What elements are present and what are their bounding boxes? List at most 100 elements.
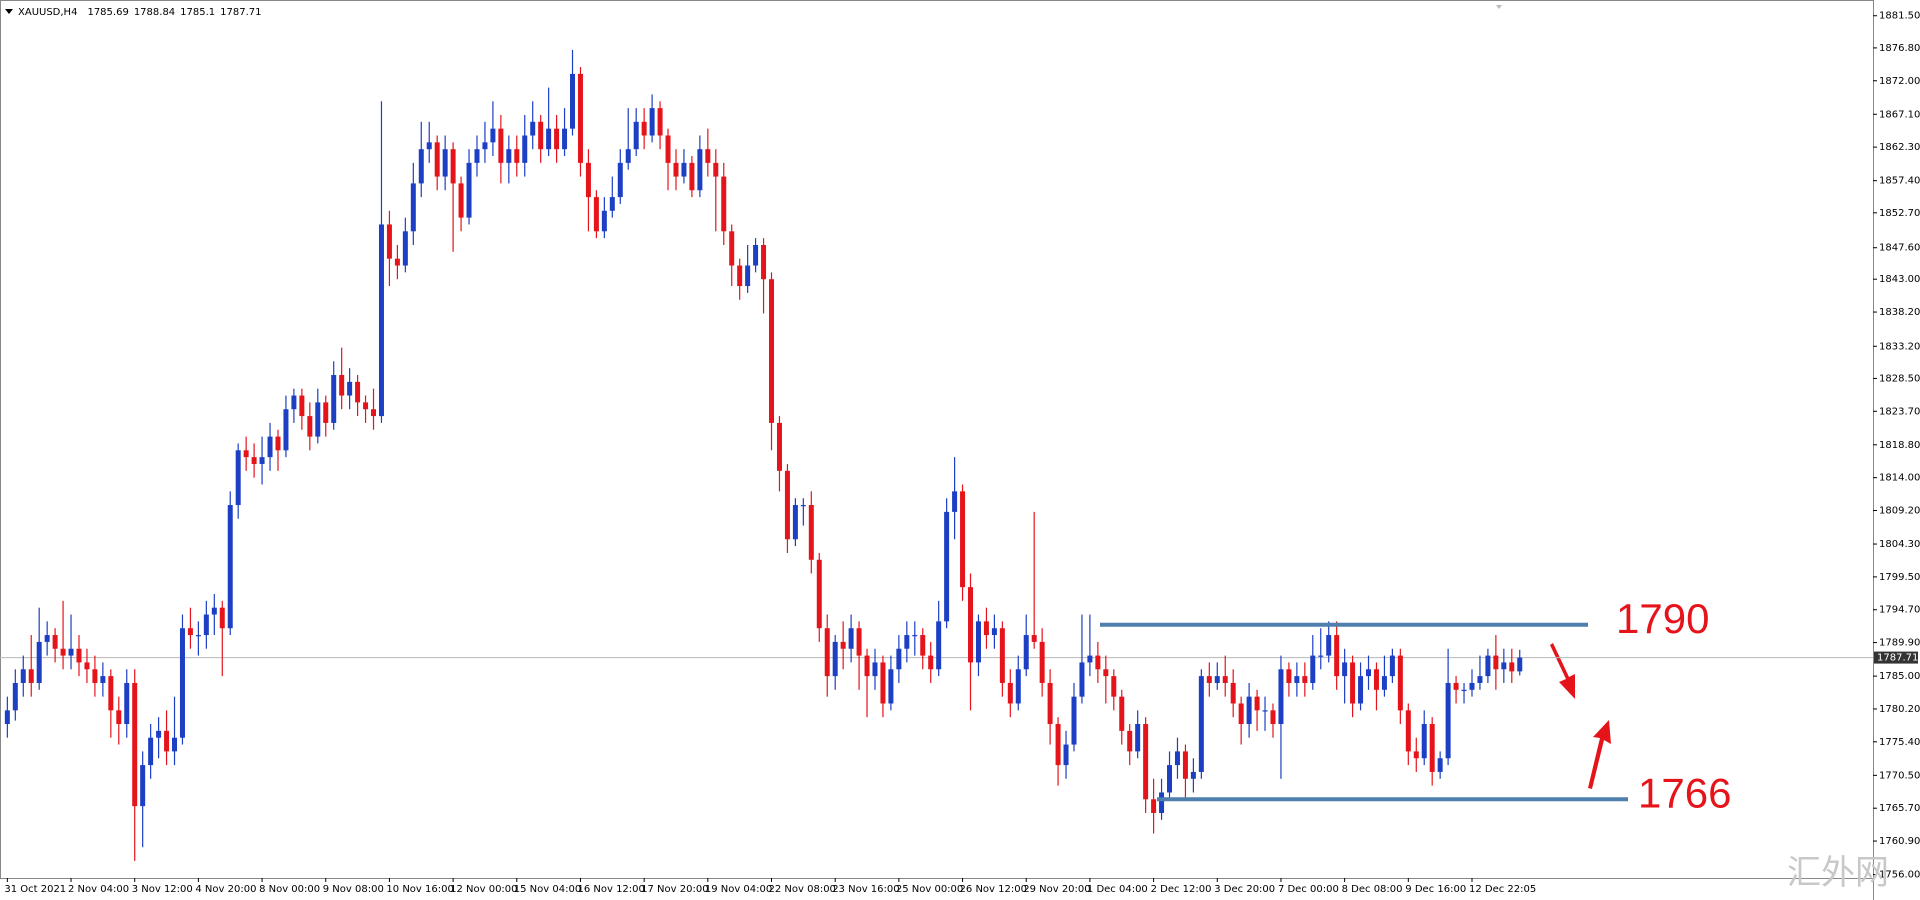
candle-body [108, 676, 114, 711]
candle-body [761, 244, 767, 280]
candle-body [1119, 696, 1125, 731]
current-price-label: 1787.71 [1877, 653, 1918, 664]
candle-body [243, 450, 249, 458]
candle-body [1254, 696, 1260, 711]
candle-body [1103, 669, 1109, 677]
candle-body [617, 162, 623, 198]
candle-body [1159, 792, 1165, 813]
y-tick-label: 1799.50 [1879, 572, 1920, 583]
x-tick-label: 25 Nov 00:00 [896, 884, 963, 895]
y-tick-label: 1760.90 [1879, 836, 1920, 847]
candle-body [697, 149, 703, 191]
candle-body [12, 682, 18, 711]
candle-body [1015, 669, 1021, 704]
candle-body [1397, 655, 1403, 711]
y-tick-label: 1814.00 [1879, 473, 1920, 484]
candle-body [570, 73, 576, 129]
candle-body [1182, 751, 1188, 779]
candle-body [140, 765, 146, 807]
candle-body [689, 162, 695, 191]
candle-body [880, 662, 886, 704]
y-tick-label: 1785.00 [1879, 671, 1920, 682]
shift-marker [1496, 5, 1502, 9]
y-tick-label: 1818.80 [1879, 440, 1920, 451]
x-tick-label: 12 Dec 22:05 [1469, 884, 1536, 895]
x-tick-label: 15 Nov 04:00 [514, 884, 581, 895]
candle-body [1461, 689, 1467, 692]
candle-body [1501, 662, 1507, 670]
candle-body [1342, 662, 1348, 677]
candle-body [1318, 655, 1324, 657]
candle-body [1167, 765, 1173, 793]
candle-body [227, 505, 233, 629]
candle-body [1509, 662, 1515, 672]
candle-body [203, 614, 209, 636]
candle-body [991, 628, 997, 636]
candle-body [983, 621, 989, 636]
candle-body [1310, 655, 1316, 683]
y-tick-label: 1794.70 [1879, 605, 1920, 616]
x-tick-label: 2 Nov 04:00 [68, 884, 129, 895]
y-tick-label: 1838.20 [1879, 307, 1920, 318]
candle-body [601, 210, 607, 232]
candle-body [784, 470, 790, 540]
candle-body [968, 587, 974, 663]
candle-body [776, 422, 782, 471]
candle-body [514, 149, 520, 163]
candle-body [394, 258, 400, 266]
candle-body [649, 108, 655, 136]
candle-body [975, 621, 981, 663]
candle-body [1278, 669, 1284, 725]
x-tick-label: 31 Oct 2021 [4, 884, 66, 895]
candle-body [1366, 669, 1372, 677]
y-tick-label: 1756.00 [1879, 870, 1920, 881]
candle-body [577, 73, 583, 163]
header-close: 1787.71 [220, 7, 261, 18]
candle-body [633, 121, 639, 150]
candle-body [1517, 657, 1523, 672]
candle-body [1389, 655, 1395, 677]
candle-body [1095, 655, 1101, 670]
candle-body [235, 450, 241, 506]
candle-body [466, 162, 472, 218]
candle-body [363, 402, 369, 410]
candle-body [593, 197, 599, 232]
candle-body [1222, 676, 1228, 683]
candle-body [378, 224, 384, 417]
candle-body [1294, 676, 1300, 683]
candle-body [386, 224, 392, 259]
candle-body [753, 244, 759, 266]
candle-body [211, 607, 217, 615]
current-price-tag [1874, 651, 1918, 664]
candle-body [1198, 676, 1204, 772]
candle-body [1071, 696, 1077, 745]
candle-body [187, 628, 193, 636]
y-tick-label: 1843.00 [1879, 274, 1920, 285]
y-tick-label: 1847.60 [1879, 243, 1920, 254]
candle-body [450, 149, 456, 184]
candle-body [522, 135, 528, 163]
level-label: 1790 [1616, 595, 1709, 642]
candle-body [1143, 724, 1149, 800]
candle-body [1135, 724, 1141, 752]
y-tick-label: 1828.50 [1879, 373, 1920, 384]
candle-body [124, 682, 130, 725]
x-tick-label: 8 Dec 08:00 [1342, 884, 1403, 895]
candle-body [283, 409, 289, 451]
candle-body [418, 149, 424, 184]
candle-body [721, 176, 727, 232]
candle-body [641, 121, 647, 136]
x-tick-label: 19 Nov 04:00 [705, 884, 772, 895]
candle-body [1469, 682, 1475, 690]
candle-body [673, 162, 679, 177]
y-tick-label: 1809.20 [1879, 506, 1920, 517]
x-tick-label: 9 Nov 08:00 [323, 884, 384, 895]
candle-body [1127, 730, 1133, 752]
candle-body [1238, 703, 1244, 725]
candle-body [1270, 710, 1276, 725]
candle-body [1421, 724, 1427, 759]
y-tick-label: 1804.30 [1879, 539, 1920, 550]
candle-body [1381, 676, 1387, 690]
candle-body [1047, 682, 1053, 725]
candle-body [1334, 635, 1340, 677]
